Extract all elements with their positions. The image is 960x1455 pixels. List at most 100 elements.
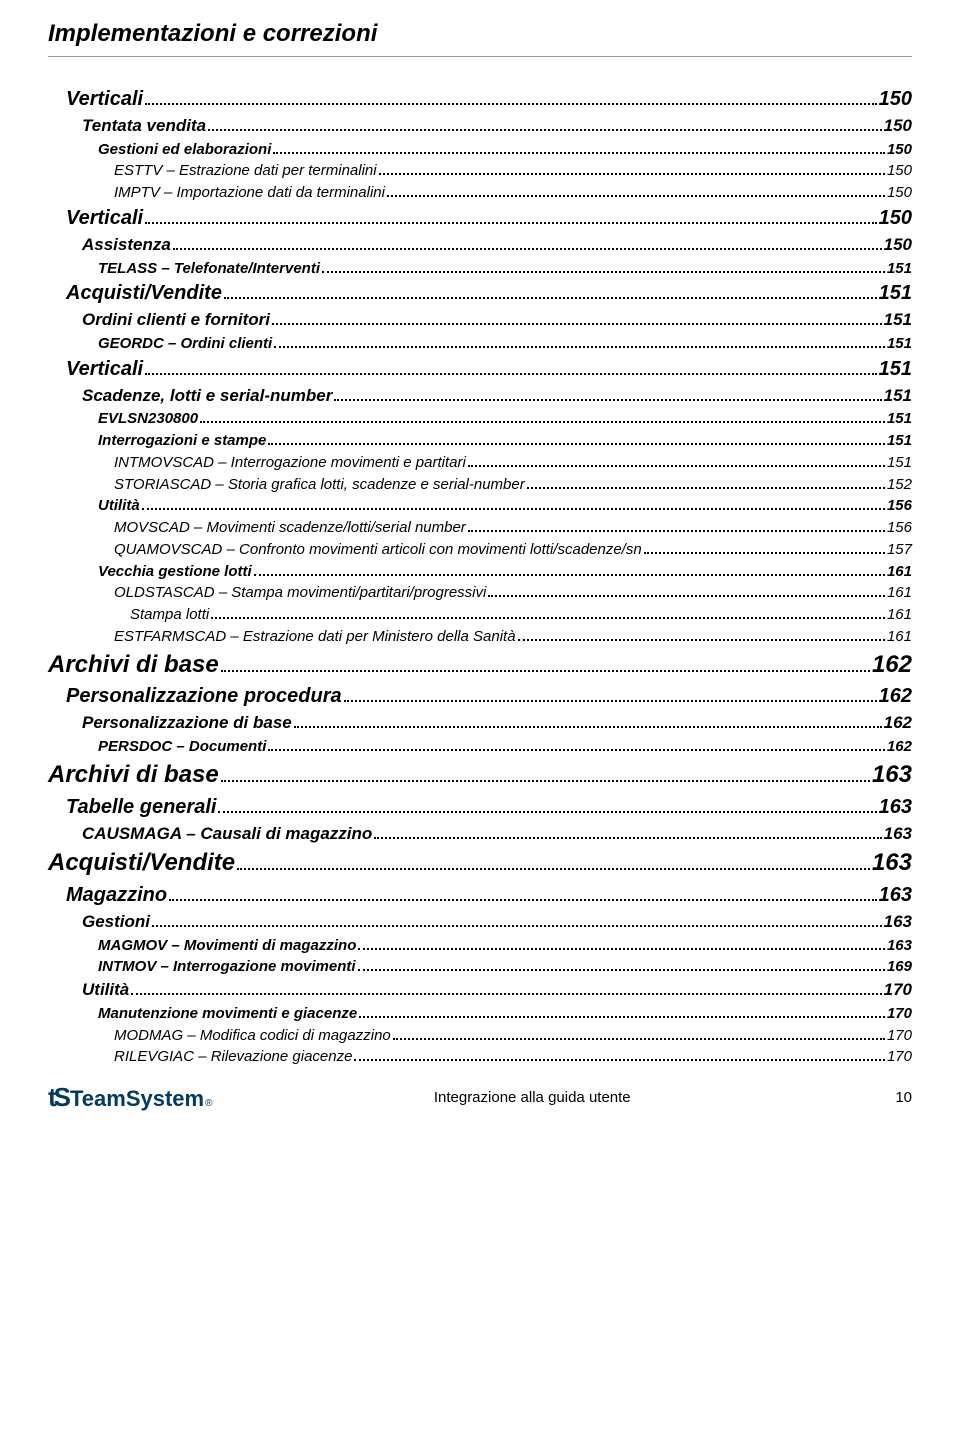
toc-entry-page: 151 [887,430,912,452]
toc-entry[interactable]: CAUSMAGA – Causali di magazzino 163 [82,822,912,847]
toc-entry-page: 162 [872,648,912,683]
toc-entry-page: 150 [879,204,912,233]
toc-entry-label: Verticali [66,85,143,114]
toc-entry-label: Archivi di base [48,648,219,683]
toc-entry[interactable]: TELASS – Telefonate/Interventi 151 [98,258,912,280]
toc-entry[interactable]: Utilità 170 [82,978,912,1003]
toc-entry[interactable]: ESTFARMSCAD – Estrazione dati per Minist… [114,626,912,648]
toc-entry-page: 170 [887,1025,912,1047]
toc-entry[interactable]: Verticali 151 [66,355,912,384]
toc-entry[interactable]: GEORDC – Ordini clienti 151 [98,333,912,355]
toc-entry-label: Personalizzazione di base [82,711,292,736]
toc-entry[interactable]: RILEVGIAC – Rilevazione giacenze 170 [114,1046,912,1068]
toc-leader-dots [334,399,881,401]
toc-entry[interactable]: INTMOVSCAD – Interrogazione movimenti e … [114,452,912,474]
document-page: Implementazioni e correzioni Verticali 1… [0,0,960,1123]
toc-entry[interactable]: Interrogazioni e stampe 151 [98,430,912,452]
toc-entry[interactable]: MAGMOV – Movimenti di magazzino 163 [98,935,912,957]
toc-entry[interactable]: ESTTV – Estrazione dati per terminalini … [114,160,912,182]
toc-entry-label: PERSDOC – Documenti [98,736,266,758]
toc-leader-dots [211,617,885,619]
toc-entry-label: Tentata vendita [82,114,206,139]
toc-entry-page: 150 [879,85,912,114]
toc-entry[interactable]: Tabelle generali 163 [66,793,912,822]
toc-leader-dots [468,465,885,467]
toc-entry[interactable]: IMPTV – Importazione dati da terminalini… [114,182,912,204]
toc-entry[interactable]: Manutenzione movimenti e giacenze 170 [98,1003,912,1025]
toc-entry-page: 150 [884,114,912,139]
toc-entry-page: 156 [887,495,912,517]
toc-entry[interactable]: Tentata vendita 150 [82,114,912,139]
toc-entry[interactable]: Personalizzazione di base 162 [82,711,912,736]
toc-entry-label: GEORDC – Ordini clienti [98,333,272,355]
toc-leader-dots [527,487,885,489]
toc-entry-page: 162 [887,736,912,758]
toc-leader-dots [387,195,885,197]
toc-entry-label: Ordini clienti e fornitori [82,308,270,333]
toc-entry-page: 151 [887,258,912,280]
logo-registered-icon: ® [205,1098,212,1109]
toc-leader-dots [200,421,885,423]
toc-entry-page: 161 [887,561,912,583]
toc-leader-dots [272,323,882,325]
toc-entry-label: Utilità [82,978,129,1003]
toc-leader-dots [393,1038,885,1040]
logo-mark-icon: tS [48,1082,68,1113]
toc-leader-dots [644,552,885,554]
table-of-contents: Verticali 150Tentata vendita 150Gestioni… [48,85,912,1068]
toc-entry-page: 150 [887,139,912,161]
toc-leader-dots [358,948,885,950]
toc-entry-page: 161 [887,626,912,648]
toc-entry[interactable]: Archivi di base 163 [48,758,912,793]
toc-entry-label: MAGMOV – Movimenti di magazzino [98,935,356,957]
toc-leader-dots [145,222,877,224]
toc-entry-label: MOVSCAD – Movimenti scadenze/lotti/seria… [114,517,466,539]
page-header-title: Implementazioni e correzioni [48,20,912,48]
toc-entry[interactable]: Utilità 156 [98,495,912,517]
toc-entry-label: Vecchia gestione lotti [98,561,252,583]
toc-entry[interactable]: Ordini clienti e fornitori 151 [82,308,912,333]
toc-leader-dots [268,443,885,445]
toc-entry-label: Acquisti/Vendite [66,279,222,308]
toc-entry[interactable]: STORIASCAD – Storia grafica lotti, scade… [114,474,912,496]
toc-entry-label: Tabelle generali [66,793,216,822]
toc-entry[interactable]: EVLSN230800 151 [98,408,912,430]
toc-entry[interactable]: MODMAG – Modifica codici di magazzino 17… [114,1025,912,1047]
toc-leader-dots [358,969,885,971]
toc-entry[interactable]: Gestioni 163 [82,910,912,935]
toc-entry[interactable]: Assistenza 150 [82,233,912,258]
toc-entry-label: Scadenze, lotti e serial-number [82,384,332,409]
toc-entry[interactable]: Stampa lotti 161 [130,604,912,626]
toc-entry[interactable]: Gestioni ed elaborazioni 150 [98,139,912,161]
toc-entry-page: 170 [887,1003,912,1025]
toc-leader-dots [354,1059,885,1061]
toc-entry[interactable]: MOVSCAD – Movimenti scadenze/lotti/seria… [114,517,912,539]
toc-entry-label: Manutenzione movimenti e giacenze [98,1003,357,1025]
toc-entry[interactable]: QUAMOVSCAD – Confronto movimenti articol… [114,539,912,561]
toc-entry-label: IMPTV – Importazione dati da terminalini [114,182,385,204]
toc-leader-dots [142,508,885,510]
toc-leader-dots [221,780,870,782]
toc-entry[interactable]: Acquisti/Vendite 163 [48,846,912,881]
toc-entry[interactable]: Vecchia gestione lotti 161 [98,561,912,583]
toc-entry[interactable]: Verticali 150 [66,204,912,233]
toc-leader-dots [294,726,882,728]
toc-entry-page: 163 [884,910,912,935]
toc-entry-page: 163 [887,935,912,957]
toc-entry[interactable]: Verticali 150 [66,85,912,114]
toc-entry[interactable]: PERSDOC – Documenti 162 [98,736,912,758]
toc-entry-page: 162 [879,682,912,711]
toc-entry[interactable]: Personalizzazione procedura 162 [66,682,912,711]
toc-entry[interactable]: Archivi di base 162 [48,648,912,683]
toc-entry-page: 161 [887,604,912,626]
toc-leader-dots [254,574,885,576]
toc-entry-page: 161 [887,582,912,604]
toc-entry-label: Assistenza [82,233,171,258]
toc-entry[interactable]: Magazzino 163 [66,881,912,910]
toc-entry-page: 163 [872,846,912,881]
toc-entry-page: 151 [879,279,912,308]
toc-entry[interactable]: Scadenze, lotti e serial-number 151 [82,384,912,409]
toc-entry[interactable]: Acquisti/Vendite 151 [66,279,912,308]
toc-entry[interactable]: OLDSTASCAD – Stampa movimenti/partitari/… [114,582,912,604]
toc-entry[interactable]: INTMOV – Interrogazione movimenti 169 [98,956,912,978]
